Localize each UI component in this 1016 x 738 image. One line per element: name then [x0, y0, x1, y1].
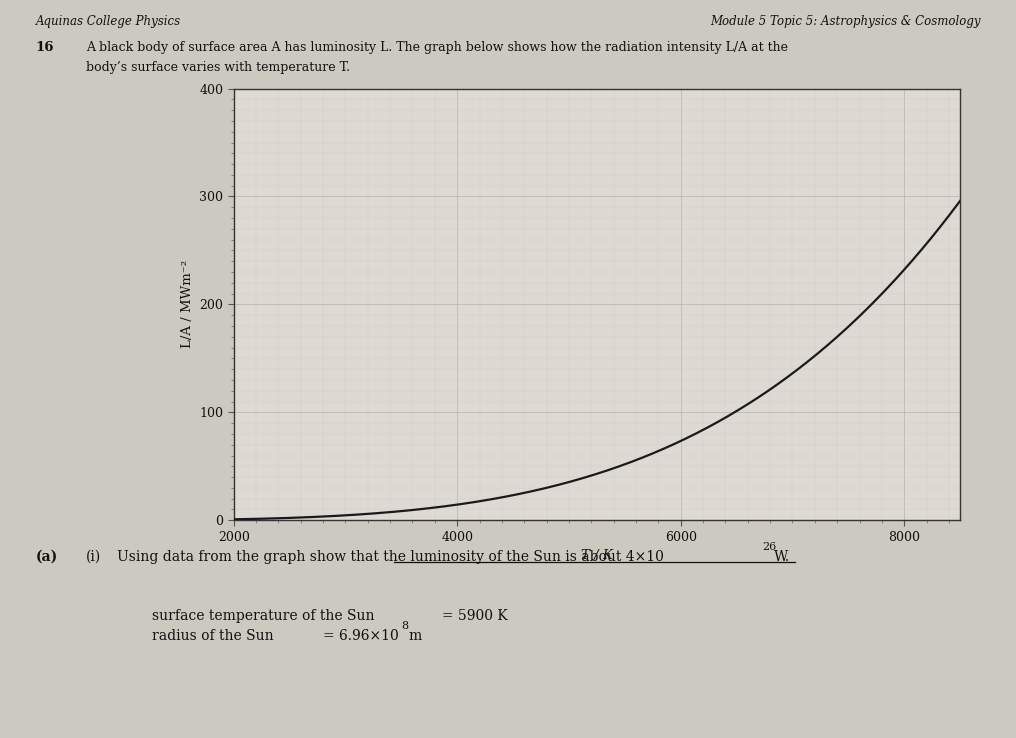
- Text: 8: 8: [401, 621, 408, 632]
- Text: 16: 16: [36, 41, 54, 54]
- Text: W.: W.: [774, 550, 790, 564]
- Y-axis label: L/A / MWm⁻²: L/A / MWm⁻²: [181, 261, 194, 348]
- Text: Aquinas College Physics: Aquinas College Physics: [36, 15, 181, 28]
- Text: m: m: [408, 629, 422, 643]
- Text: Module 5 Topic 5: Astrophysics & Cosmology: Module 5 Topic 5: Astrophysics & Cosmolo…: [710, 15, 980, 28]
- Text: = 6.96×10: = 6.96×10: [323, 629, 399, 643]
- Text: (i): (i): [86, 550, 102, 564]
- Text: (a): (a): [36, 550, 58, 564]
- X-axis label: T / K: T / K: [581, 549, 613, 562]
- Text: surface temperature of the Sun: surface temperature of the Sun: [152, 609, 375, 623]
- Text: 26: 26: [762, 542, 776, 553]
- Text: Using data from the graph show that the luminosity of the Sun is about 4×10: Using data from the graph show that the …: [117, 550, 663, 564]
- Text: radius of the Sun: radius of the Sun: [152, 629, 274, 643]
- Text: body’s surface varies with temperature T.: body’s surface varies with temperature T…: [86, 61, 351, 74]
- Text: = 5900 K: = 5900 K: [442, 609, 508, 623]
- Text: A black body of surface area A has luminosity L. The graph below shows how the r: A black body of surface area A has lumin…: [86, 41, 788, 54]
